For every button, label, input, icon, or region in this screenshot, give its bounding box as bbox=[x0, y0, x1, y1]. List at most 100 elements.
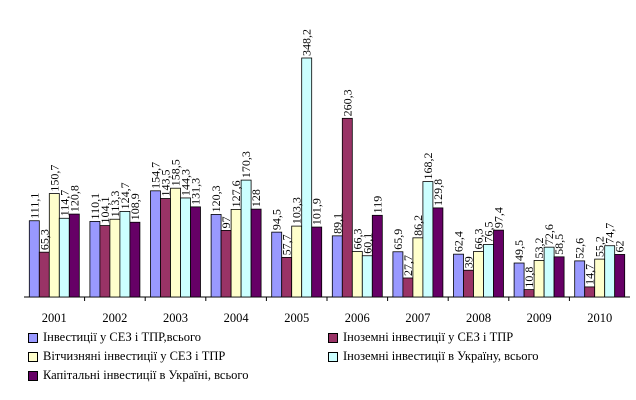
bar bbox=[361, 255, 373, 298]
data-label: 348,2 bbox=[300, 29, 314, 56]
category-label: 2010 bbox=[587, 311, 612, 325]
data-label: 97,4 bbox=[492, 207, 506, 228]
bar bbox=[392, 251, 404, 298]
data-label: 110,1 bbox=[88, 193, 102, 220]
data-label: 89,1 bbox=[330, 213, 344, 234]
legend-label: Іноземні інвестиції у СЕЗ і ТПР bbox=[343, 330, 514, 344]
data-label: 150,7 bbox=[47, 165, 61, 192]
legend-label: Капітальні інвестиції в Україні, всього bbox=[43, 368, 249, 382]
category-labels-group: 2001 2002 2003 2004 2005 2006 2007 2008 2009 2010 bbox=[42, 297, 612, 325]
data-label: 66,3 bbox=[472, 228, 486, 249]
data-label: 111,1 bbox=[27, 193, 41, 219]
bar bbox=[614, 254, 626, 298]
data-label: 143,5 bbox=[159, 170, 173, 197]
legend-swatch bbox=[28, 332, 38, 343]
bar bbox=[250, 208, 262, 298]
data-label: 27,7 bbox=[401, 255, 415, 276]
data-label: 39 bbox=[462, 256, 476, 268]
bar bbox=[311, 226, 323, 298]
data-label: 49,5 bbox=[512, 240, 526, 261]
legend: Інвестиції у СЕЗ і ТПР,всього Іноземні ін… bbox=[28, 330, 628, 396]
legend-item: Вітчизняні інвестиції у СЕЗ і ТПР bbox=[28, 349, 225, 364]
data-label: 128 bbox=[249, 189, 263, 207]
data-label: 127,6 bbox=[229, 180, 243, 207]
bar bbox=[331, 235, 343, 298]
data-label: 62,4 bbox=[452, 231, 466, 252]
legend-item: Капітальні інвестиції в Україні, всього bbox=[28, 368, 248, 383]
bar bbox=[58, 217, 70, 298]
data-label: 168,2 bbox=[421, 153, 435, 180]
category-label: 2007 bbox=[405, 311, 430, 325]
data-label: 94,5 bbox=[270, 209, 284, 230]
bar bbox=[351, 251, 363, 298]
category-label: 2003 bbox=[163, 311, 188, 325]
data-label: 72,6 bbox=[542, 224, 556, 245]
bar bbox=[402, 277, 414, 298]
data-label: 66,3 bbox=[350, 228, 364, 249]
bar bbox=[493, 229, 504, 298]
bars-group bbox=[28, 57, 626, 298]
legend-label: Іноземні інвестиції в Україну, всього bbox=[343, 349, 539, 363]
data-label: 103,3 bbox=[290, 197, 304, 224]
bar bbox=[180, 197, 191, 298]
bar bbox=[109, 218, 121, 298]
bar bbox=[170, 187, 181, 298]
data-label: 170,3 bbox=[239, 151, 253, 178]
data-label: 124,7 bbox=[118, 182, 132, 209]
data-label: 144,3 bbox=[179, 169, 193, 196]
data-label: 52,6 bbox=[573, 238, 587, 259]
data-label: 62 bbox=[613, 240, 627, 252]
category-label: 2004 bbox=[224, 311, 250, 325]
data-label: 101,9 bbox=[310, 198, 324, 225]
bar bbox=[523, 289, 535, 298]
bar bbox=[463, 269, 474, 298]
bar bbox=[584, 286, 596, 298]
category-label: 2008 bbox=[466, 311, 491, 325]
data-label: 14,7 bbox=[583, 264, 597, 285]
bar bbox=[281, 256, 293, 298]
bar bbox=[160, 198, 171, 298]
bar bbox=[371, 214, 383, 298]
bar bbox=[483, 244, 494, 298]
data-label: 113,3 bbox=[108, 191, 122, 218]
bar bbox=[190, 206, 201, 298]
data-label: 108,9 bbox=[128, 193, 142, 220]
category-label: 2002 bbox=[102, 311, 127, 325]
category-label: 2006 bbox=[345, 311, 370, 325]
data-label: 129,8 bbox=[431, 179, 445, 206]
data-label: 65,3 bbox=[37, 229, 51, 250]
bar bbox=[432, 207, 444, 298]
bar bbox=[119, 211, 131, 298]
data-label: 57,7 bbox=[280, 234, 294, 255]
bar bbox=[553, 256, 565, 298]
bar bbox=[150, 190, 161, 298]
bar bbox=[513, 262, 525, 298]
data-label: 74,7 bbox=[603, 223, 617, 244]
data-label: 76,5 bbox=[482, 221, 496, 242]
legend-item: Іноземні інвестиції у СЕЗ і ТПР bbox=[328, 330, 513, 345]
bar bbox=[99, 225, 111, 298]
legend-swatch bbox=[328, 351, 338, 362]
legend-swatch bbox=[28, 370, 38, 381]
data-label: 120,8 bbox=[67, 185, 81, 212]
category-label: 2005 bbox=[284, 311, 309, 325]
data-label: 60,1 bbox=[360, 233, 374, 254]
data-label: 55,2 bbox=[593, 236, 607, 257]
bar bbox=[89, 221, 101, 298]
bar bbox=[301, 57, 313, 298]
data-label: 260,3 bbox=[340, 89, 354, 116]
data-label: 10,8 bbox=[522, 267, 536, 288]
category-label: 2009 bbox=[527, 311, 552, 325]
bar bbox=[341, 117, 353, 298]
legend-label: Інвестиції у СЕЗ і ТПР,всього bbox=[43, 330, 202, 344]
data-label: 65,9 bbox=[391, 229, 405, 250]
data-label: 53,2 bbox=[532, 237, 546, 258]
data-label: 154,7 bbox=[148, 162, 162, 189]
legend-swatch bbox=[28, 351, 38, 362]
bar bbox=[38, 251, 50, 298]
data-label: 86,2 bbox=[411, 215, 425, 236]
data-label: 120,3 bbox=[209, 185, 223, 212]
legend-label: Вітчизняні інвестиції у СЕЗ і ТПР bbox=[43, 349, 226, 363]
